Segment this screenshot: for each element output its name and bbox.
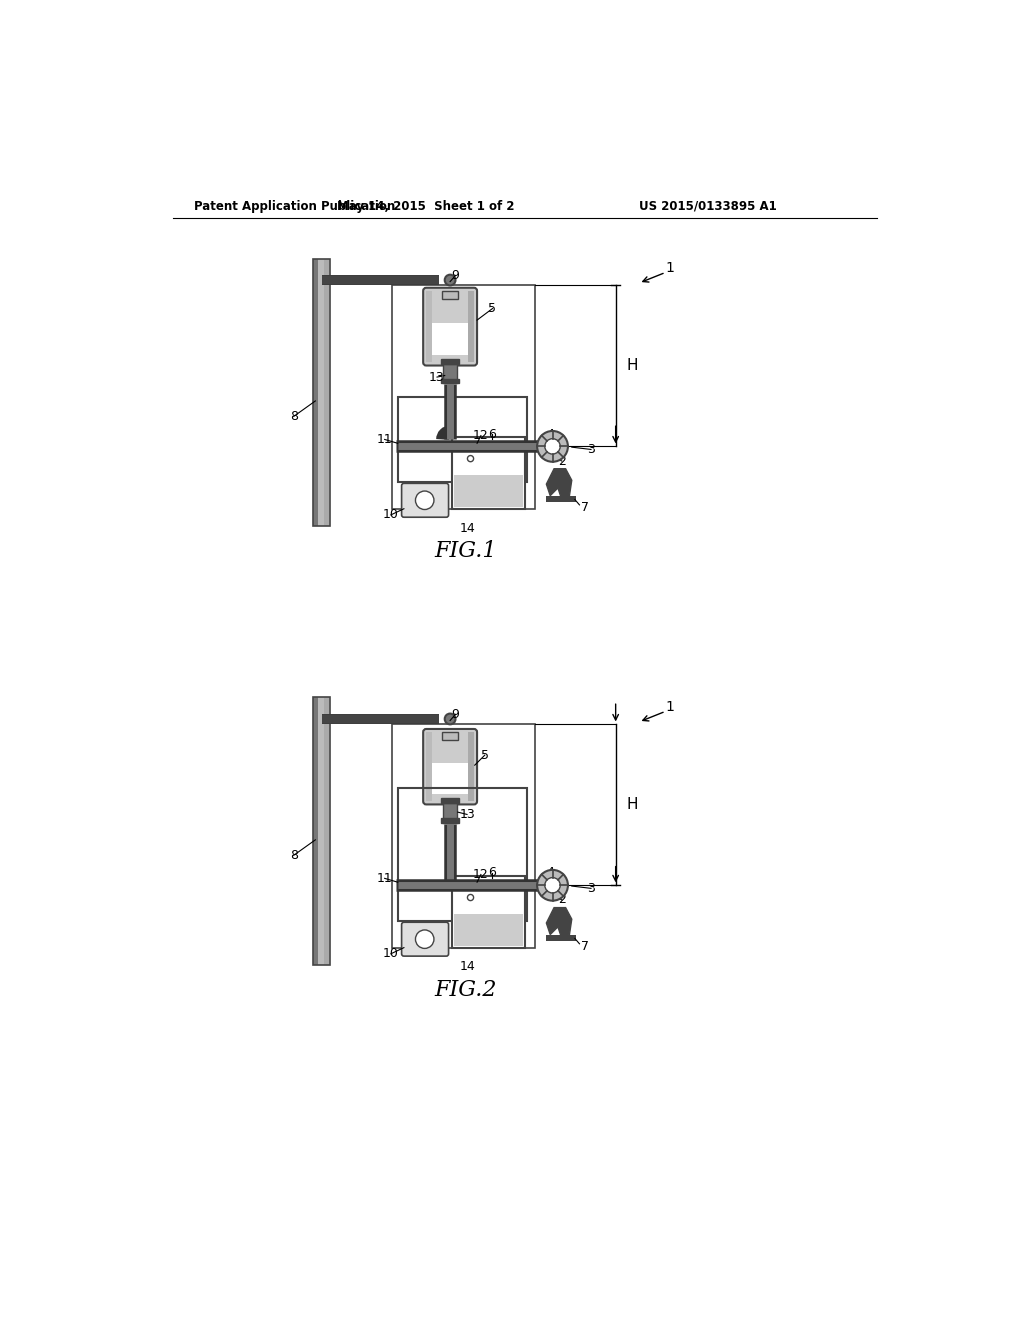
- Bar: [453, 876, 524, 948]
- Bar: [441, 359, 460, 364]
- Bar: [442, 733, 458, 739]
- Polygon shape: [547, 469, 571, 499]
- Text: 8: 8: [290, 849, 298, 862]
- Circle shape: [416, 491, 434, 510]
- Bar: [313, 697, 330, 965]
- Text: FIG.1: FIG.1: [434, 540, 497, 562]
- Text: US 2015/0133895 A1: US 2015/0133895 A1: [639, 199, 777, 213]
- Polygon shape: [547, 908, 571, 939]
- Bar: [313, 697, 318, 965]
- Circle shape: [467, 455, 473, 462]
- Circle shape: [538, 870, 568, 900]
- Circle shape: [538, 430, 568, 462]
- Bar: [313, 259, 318, 527]
- FancyBboxPatch shape: [401, 483, 449, 517]
- Text: May 14, 2015  Sheet 1 of 2: May 14, 2015 Sheet 1 of 2: [337, 199, 514, 213]
- Text: 5: 5: [488, 302, 497, 315]
- Bar: [453, 437, 524, 508]
- Bar: [313, 259, 330, 527]
- Text: 3: 3: [587, 444, 595, 455]
- Bar: [441, 799, 460, 803]
- Bar: [392, 285, 535, 508]
- Bar: [454, 475, 523, 507]
- Bar: [397, 397, 527, 482]
- Text: 1: 1: [666, 700, 674, 714]
- Text: Patent Application Publication: Patent Application Publication: [194, 199, 395, 213]
- Bar: [443, 364, 457, 383]
- Text: H: H: [627, 797, 638, 812]
- Circle shape: [416, 929, 434, 949]
- Bar: [468, 290, 474, 363]
- Bar: [547, 496, 575, 502]
- Bar: [426, 290, 432, 363]
- Bar: [324, 697, 330, 965]
- FancyBboxPatch shape: [423, 288, 477, 366]
- Bar: [397, 788, 527, 921]
- Bar: [429, 763, 471, 795]
- Bar: [426, 733, 432, 801]
- Circle shape: [467, 895, 473, 900]
- Circle shape: [545, 878, 560, 892]
- Text: 8: 8: [290, 409, 298, 422]
- Text: 7: 7: [581, 500, 589, 513]
- Text: 13: 13: [429, 371, 444, 384]
- Text: 3: 3: [587, 882, 595, 895]
- Text: 9: 9: [452, 269, 460, 282]
- Text: 2: 2: [558, 894, 565, 907]
- Text: 9: 9: [452, 708, 460, 721]
- Bar: [318, 259, 324, 527]
- Text: 14: 14: [459, 961, 475, 973]
- Bar: [547, 935, 575, 941]
- Text: 14: 14: [459, 521, 475, 535]
- Text: 10: 10: [383, 508, 398, 521]
- Bar: [313, 259, 330, 527]
- FancyBboxPatch shape: [401, 923, 449, 956]
- Circle shape: [545, 438, 560, 454]
- Circle shape: [444, 714, 456, 725]
- Bar: [441, 379, 460, 383]
- Bar: [324, 259, 330, 527]
- Text: 5: 5: [480, 748, 488, 762]
- Text: 10: 10: [383, 948, 398, 961]
- Bar: [442, 290, 458, 298]
- Text: 13: 13: [459, 808, 475, 821]
- Circle shape: [444, 275, 456, 285]
- Text: 11: 11: [377, 433, 392, 446]
- FancyBboxPatch shape: [423, 729, 477, 804]
- Bar: [441, 818, 460, 822]
- Bar: [454, 913, 523, 946]
- Text: 4: 4: [546, 428, 554, 441]
- Bar: [318, 697, 324, 965]
- Text: 11: 11: [377, 871, 392, 884]
- Text: 6: 6: [488, 428, 497, 441]
- Text: 2: 2: [558, 454, 565, 467]
- Text: 7: 7: [581, 940, 589, 953]
- Bar: [468, 733, 474, 801]
- Text: 4: 4: [546, 866, 554, 879]
- Text: 12: 12: [473, 429, 488, 442]
- Text: 12: 12: [473, 869, 488, 880]
- Bar: [313, 697, 330, 965]
- Text: FIG.2: FIG.2: [434, 979, 497, 1001]
- Bar: [392, 725, 535, 948]
- Bar: [429, 323, 471, 355]
- Text: 6: 6: [488, 866, 497, 879]
- Text: 1: 1: [666, 261, 674, 275]
- Bar: [443, 803, 457, 822]
- Text: H: H: [627, 358, 638, 374]
